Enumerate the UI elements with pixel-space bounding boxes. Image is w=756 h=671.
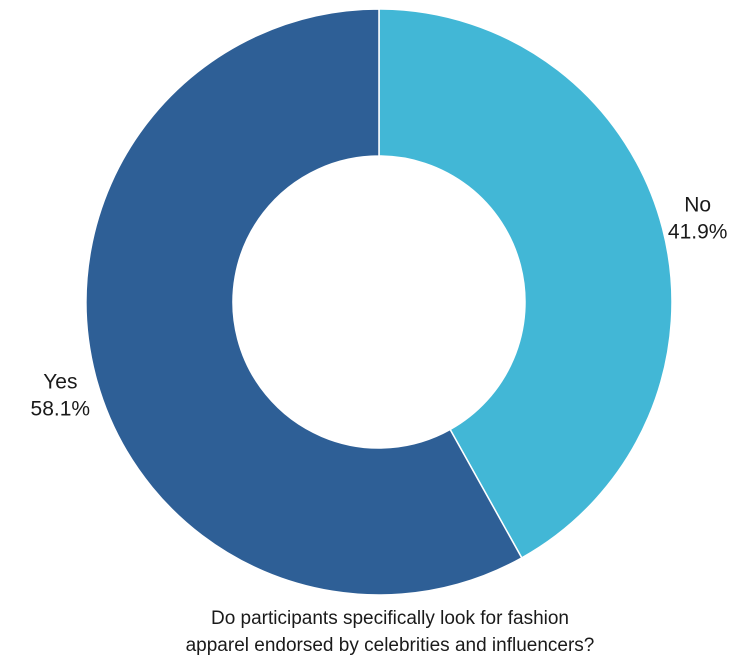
slice-label-no: No [684, 193, 711, 216]
slice-value-no: 41.9% [668, 220, 728, 243]
slice-yes [85, 8, 523, 596]
slice-label-yes: Yes [43, 371, 77, 394]
slice-value-yes: 58.1% [31, 398, 91, 421]
donut-slices [85, 8, 673, 596]
slice-labels: No 41.9% Yes 58.1% [31, 193, 728, 420]
chart-title: Do participants specifically look for fa… [0, 605, 756, 659]
slice-no [378, 8, 673, 559]
chart-title-line-1: Do participants specifically look for fa… [210, 608, 569, 629]
chart-title-line-2: apparel endorsed by celebrities and infl… [185, 635, 595, 656]
